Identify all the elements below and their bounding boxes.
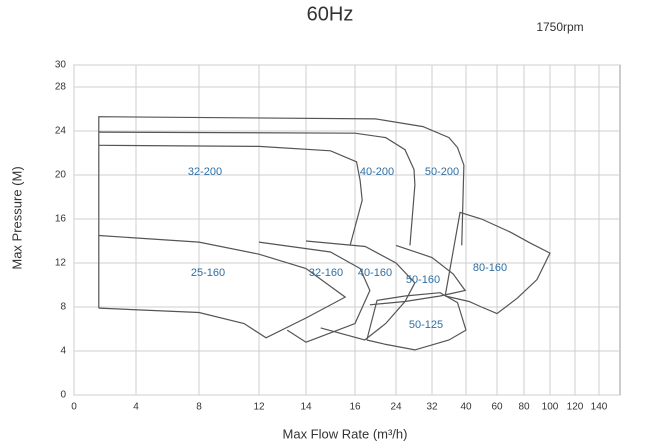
x-tick-label: 100 (542, 402, 559, 413)
x-tick-label: 8 (196, 402, 202, 413)
pump-curve (98, 131, 416, 246)
x-tick-label: 60 (491, 402, 503, 413)
y-tick-label: 30 (55, 60, 67, 71)
chart-title: 60Hz (307, 3, 354, 25)
pump-curve (444, 211, 551, 315)
pump-label: 32-160 (309, 267, 343, 279)
y-tick-label: 0 (60, 390, 66, 401)
pump-curve (98, 116, 465, 309)
x-tick-label: 24 (390, 402, 402, 413)
y-tick-label: 20 (55, 170, 67, 181)
pump-curve (305, 240, 416, 341)
x-tick-label: 16 (349, 402, 361, 413)
pump-label: 25-160 (191, 267, 225, 279)
pump-curve (366, 292, 467, 351)
pump-label: 50-200 (425, 166, 459, 178)
x-tick-label: 140 (591, 402, 608, 413)
plot-frame (73, 64, 621, 396)
y-tick-label: 28 (55, 82, 67, 93)
x-tick-label: 120 (567, 402, 584, 413)
x-tick-label: 14 (300, 402, 312, 413)
x-axis-label: Max Flow Rate (m³/h) (283, 426, 408, 441)
x-tick-label: 4 (133, 402, 139, 413)
pump-label: 40-160 (358, 267, 392, 279)
x-tick-label: 32 (426, 402, 438, 413)
pump-curve (258, 241, 371, 343)
pump-curve (98, 234, 347, 339)
pump-label: 32-200 (188, 166, 222, 178)
x-tick-label: 12 (253, 402, 265, 413)
pump-curve (369, 244, 467, 306)
x-tick-label: 0 (71, 402, 77, 413)
pump-label: 80-160 (473, 262, 507, 274)
rpm-label: 1750rpm (536, 20, 583, 34)
y-tick-label: 16 (55, 214, 67, 225)
y-tick-label: 24 (55, 126, 67, 137)
pump-label: 50-160 (406, 274, 440, 286)
pump-curve (98, 144, 363, 246)
x-tick-label: 40 (460, 402, 472, 413)
pump-label: 40-200 (360, 166, 394, 178)
x-tick-label: 80 (518, 402, 530, 413)
pump-label: 50-125 (409, 319, 443, 331)
y-tick-label: 4 (60, 346, 66, 357)
y-tick-label: 8 (60, 302, 66, 313)
y-axis-label: Max Pressure (M) (9, 166, 24, 269)
y-tick-label: 12 (55, 258, 67, 269)
